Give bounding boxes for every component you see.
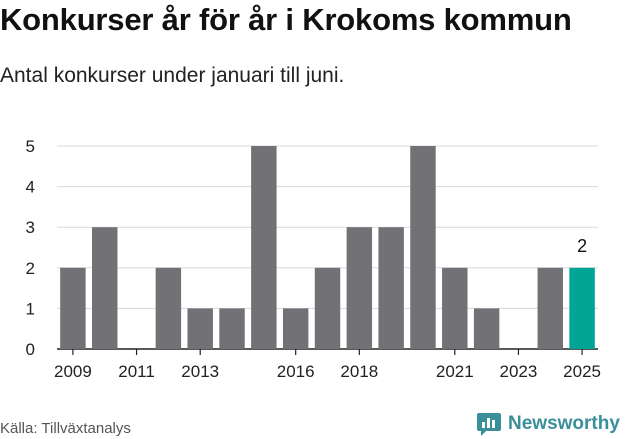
y-axis-ticks: 0 1 2 3 4 5 [26,137,35,359]
y-tick-label: 4 [26,178,35,197]
annotations: 2 [577,236,587,256]
x-axis-ticks: 2009 2011 2013 2016 2018 2021 2023 2025 [54,349,601,381]
bar-2019 [378,227,404,349]
newsworthy-logo-icon [477,413,501,436]
bars [60,146,595,349]
bar-2020 [410,146,436,349]
bar-2024 [537,267,563,349]
x-tick-label: 2018 [340,362,378,381]
chart-subtitle: Antal konkurser under januari till juni. [0,64,345,87]
bar-2015 [251,146,277,349]
x-tick-label: 2011 [118,362,155,381]
bar-2018 [346,227,373,349]
x-tick-label: 2009 [54,362,92,381]
x-tick-label: 2021 [436,362,474,381]
y-tick-label: 3 [26,218,35,237]
x-tick-label: 2016 [277,362,315,381]
bar-2017 [314,267,341,349]
x-tick-label: 2013 [181,362,219,381]
bar-2009 [60,267,86,349]
data-label-2025: 2 [577,236,587,256]
source-note: Källa: Tillväxtanalys [0,420,131,437]
bar-2022 [473,308,500,349]
bar-2012 [155,267,182,349]
x-tick-label: 2023 [500,362,538,381]
bar-2016 [282,308,309,349]
bar-2021 [442,267,468,349]
bar-2013 [187,308,213,349]
brand-logo: Newsworthy [476,409,620,439]
bar-2025 [569,267,595,349]
bar-2010 [92,227,118,349]
bar-2014 [219,308,245,349]
x-tick-label: 2025 [563,362,601,381]
y-tick-label: 2 [26,259,35,278]
y-tick-label: 0 [26,340,35,359]
chart-title: Konkurser år för år i Krokoms kommun [0,2,572,37]
brand-name: Newsworthy [508,413,620,434]
y-tick-label: 5 [26,137,35,156]
y-tick-label: 1 [26,299,35,318]
